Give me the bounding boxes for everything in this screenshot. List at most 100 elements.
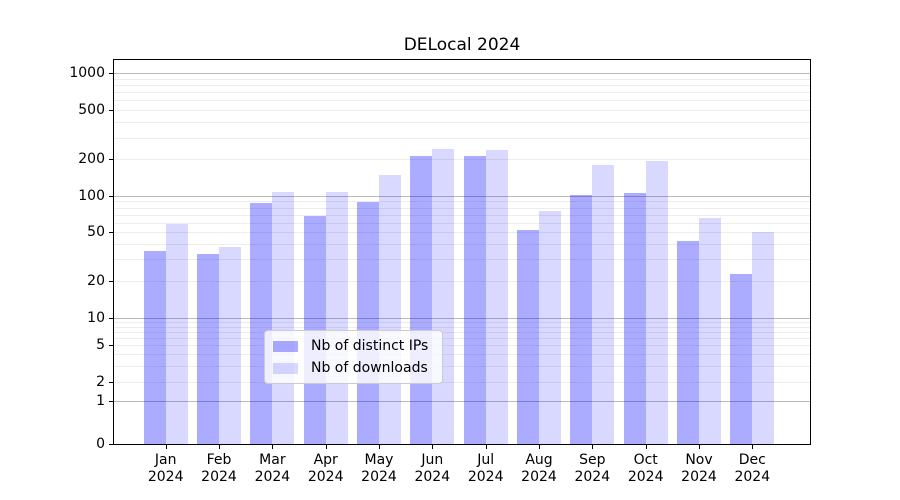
y-axis-tick <box>109 444 113 445</box>
x-axis-tick <box>379 445 380 449</box>
y-axis-tick <box>109 159 113 160</box>
gridline-minor <box>114 281 810 282</box>
x-tick-label-jul: Jul 2024 <box>467 452 504 485</box>
bar-jun-distinct-ips <box>410 155 433 444</box>
gridline-minor <box>114 100 810 101</box>
gridline-minor <box>114 92 810 93</box>
x-tick-label-may: May 2024 <box>361 452 397 485</box>
gridline-minor <box>114 110 810 111</box>
y-axis-tick <box>109 232 113 233</box>
gridline-minor <box>114 259 810 260</box>
y-axis-tick <box>109 110 113 111</box>
legend-label-distinct-ips: Nb of distinct IPs <box>311 338 429 354</box>
bar-jan-distinct-ips <box>143 251 166 444</box>
bar-sep-distinct-ips <box>570 195 593 444</box>
y-tick-label: 0 <box>96 436 105 452</box>
x-axis-tick <box>752 445 754 449</box>
gridline-minor <box>114 338 810 339</box>
bar-apr-downloads <box>325 192 348 444</box>
x-axis-tick <box>645 445 647 449</box>
y-tick-label: 500 <box>78 102 105 118</box>
y-tick-label: 1 <box>96 393 105 409</box>
gridline-minor <box>114 201 810 202</box>
x-axis-tick <box>325 445 327 449</box>
gridline-minor <box>114 85 810 86</box>
x-axis-tick <box>432 445 434 449</box>
gridline-minor <box>114 354 810 355</box>
bar-mar-downloads <box>272 192 295 444</box>
y-axis-tick <box>109 73 113 74</box>
gridline-minor <box>114 122 810 123</box>
bar-may-distinct-ips <box>357 201 379 444</box>
bar-aug-distinct-ips <box>517 230 539 444</box>
y-tick-label: 20 <box>87 273 105 289</box>
gridline-major <box>114 73 810 74</box>
y-tick-label: 2 <box>96 374 105 390</box>
bar-dec-distinct-ips <box>730 273 753 444</box>
gridline-minor <box>114 366 810 367</box>
gridline-minor <box>114 223 810 224</box>
x-tick-label-apr: Apr 2024 <box>307 452 344 485</box>
x-tick-label-sep: Sep 2024 <box>574 452 611 485</box>
x-axis-tick <box>592 445 594 449</box>
gridline-minor <box>114 332 810 333</box>
bar-jul-distinct-ips <box>463 155 486 444</box>
y-axis-tick <box>109 196 113 197</box>
y-tick-label: 50 <box>87 224 105 240</box>
legend-label-downloads: Nb of downloads <box>311 360 428 376</box>
y-tick-label: 100 <box>78 188 105 204</box>
x-tick-label-aug: Aug 2024 <box>521 452 557 485</box>
gridline-minor <box>114 382 810 383</box>
legend: Nb of distinct IPs Nb of downloads <box>264 330 444 384</box>
bar-sep-downloads <box>592 165 615 444</box>
chart-title: DELocal 2024 <box>403 35 521 55</box>
gridline-minor <box>114 79 810 80</box>
x-tick-label-jun: Jun 2024 <box>414 452 451 485</box>
x-tick-label-feb: Feb 2024 <box>201 452 237 485</box>
x-axis-tick <box>699 445 700 449</box>
bar-nov-downloads <box>699 218 721 444</box>
y-tick-label: 10 <box>87 310 105 326</box>
bar-dec-downloads <box>752 232 775 444</box>
y-axis-tick <box>109 382 113 383</box>
legend-swatch-downloads-icon <box>273 362 298 374</box>
gridline-minor <box>114 244 810 245</box>
gridline-major <box>114 318 810 319</box>
bar-oct-downloads <box>645 161 668 444</box>
gridline-minor <box>114 138 810 139</box>
x-tick-label-mar: Mar 2024 <box>254 452 291 485</box>
y-axis-tick <box>109 401 113 402</box>
x-axis-tick <box>272 445 274 449</box>
bar-jul-downloads <box>485 149 508 444</box>
bar-jun-downloads <box>432 148 455 444</box>
x-axis-tick <box>165 445 167 449</box>
y-axis-tick <box>109 318 113 319</box>
x-tick-label-nov: Nov 2024 <box>681 452 717 485</box>
gridline-major <box>114 401 810 402</box>
gridline-minor <box>114 327 810 328</box>
x-axis-tick <box>539 445 540 449</box>
bar-mar-distinct-ips <box>250 202 273 444</box>
x-tick-label-oct: Oct 2024 <box>627 452 664 485</box>
gridline-minor <box>114 322 810 323</box>
y-tick-label: 200 <box>78 151 105 167</box>
bar-aug-downloads <box>539 210 561 444</box>
gridline-minor <box>114 215 810 216</box>
bar-nov-distinct-ips <box>677 241 699 444</box>
legend-swatch-distinct-ips-icon <box>273 340 298 352</box>
x-axis-tick <box>485 445 487 449</box>
bar-feb-downloads <box>219 246 241 444</box>
x-tick-label-dec: Dec 2024 <box>734 452 771 485</box>
legend-item-downloads: Nb of downloads <box>273 360 428 376</box>
bar-may-downloads <box>379 174 401 444</box>
legend-item-distinct-ips: Nb of distinct IPs <box>273 338 428 354</box>
plot-area: 0 1 2 5 10 20 50 100 200 500 1000 Jan 2024 Feb 2024 Mar… <box>69 59 811 485</box>
gridline-major <box>114 196 810 197</box>
x-tick-label-jan: Jan 2024 <box>147 452 184 485</box>
gridline-minor <box>114 159 810 160</box>
y-tick-label: 5 <box>96 337 105 353</box>
gridline-minor <box>114 208 810 209</box>
bar-oct-distinct-ips <box>623 193 646 444</box>
gridline-minor <box>114 232 810 233</box>
y-axis-tick <box>109 281 113 282</box>
